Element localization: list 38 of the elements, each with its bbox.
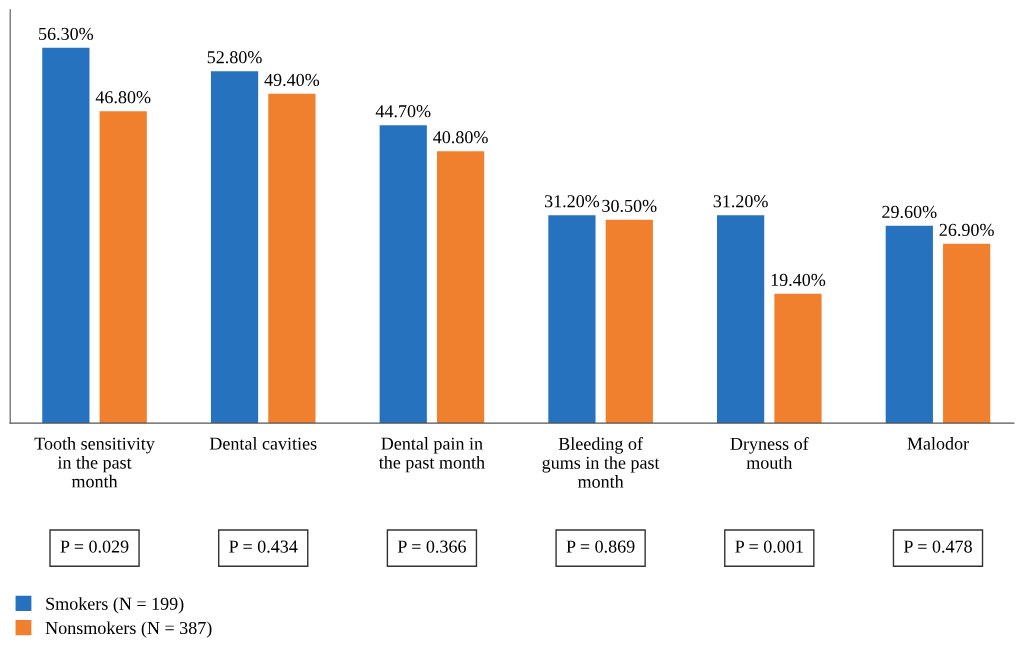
data-label: 31.20% xyxy=(713,195,768,208)
x-tick-label: Dental cavities xyxy=(209,437,317,450)
text: P = 0.366 xyxy=(397,540,466,553)
x-tick-label: Dental pain in the past month xyxy=(378,437,485,473)
data-label: 29.60% xyxy=(882,205,937,219)
text: P = 0.478 xyxy=(903,540,972,553)
bar xyxy=(548,215,596,424)
data-label: 52.80% xyxy=(207,51,262,64)
data-label: 49.40% xyxy=(264,73,320,87)
bar xyxy=(717,215,765,424)
x-tick-label: Bleeding of gums in the past month xyxy=(542,437,660,488)
x-tick-label: Tooth sensitivity in the past month xyxy=(34,437,155,488)
x-tick-label: Dryness of mouth xyxy=(730,437,809,469)
text: P = 0.029 xyxy=(60,540,129,553)
bar xyxy=(943,243,991,424)
data-label: 46.80% xyxy=(95,91,151,104)
bar xyxy=(42,47,90,424)
bar xyxy=(268,93,316,424)
text: P = 0.869 xyxy=(566,540,635,553)
data-label: 31.20% xyxy=(544,195,600,208)
bar xyxy=(605,219,653,424)
bar xyxy=(99,111,147,424)
data-label: 40.80% xyxy=(433,131,488,144)
data-label: 44.70% xyxy=(375,105,431,118)
data-label: 26.90% xyxy=(939,223,994,237)
bar xyxy=(379,125,427,424)
data-label: 19.40% xyxy=(771,273,826,287)
legend-label: Nonsmokers (N = 387) xyxy=(45,621,212,638)
text: P = 0.434 xyxy=(229,540,298,553)
bar xyxy=(436,151,485,424)
x-tick-label: Malodor xyxy=(907,437,969,450)
bar xyxy=(774,293,822,424)
legend-label: Smokers (N = 199) xyxy=(46,597,184,614)
data-label: 56.30% xyxy=(39,27,94,41)
data-label: 30.50% xyxy=(602,199,657,213)
bar xyxy=(210,71,259,424)
bar xyxy=(885,225,933,424)
text: P = 0.001 xyxy=(735,540,803,553)
